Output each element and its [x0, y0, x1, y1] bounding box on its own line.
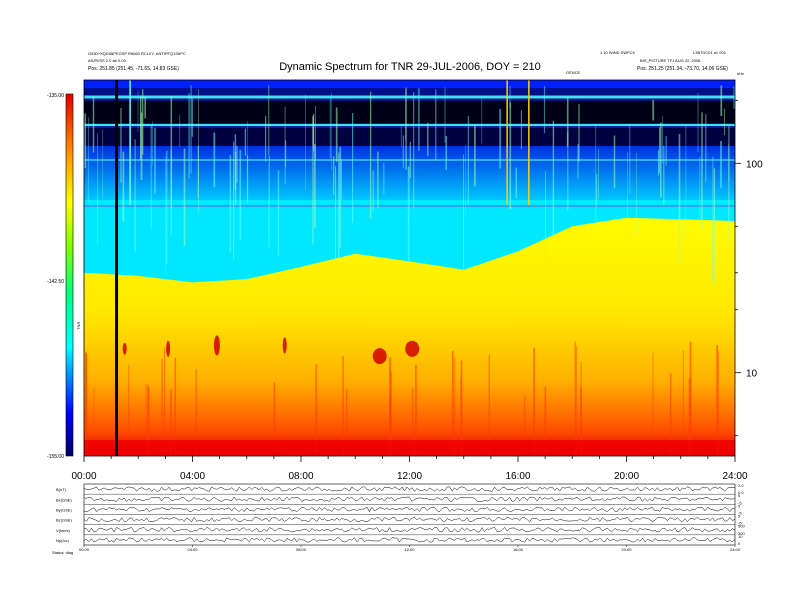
y-axis: 100 10 [735, 99, 763, 437]
panel-tick-label: 0.0 [738, 490, 744, 495]
burst-streaks [84, 80, 735, 456]
panel-label: By(GSE) [56, 507, 72, 512]
header-info-left-3: Pos. 251.85 (251.45, -71.65, 14.83 GSE) [88, 66, 179, 72]
panel-label: Np(/cc) [56, 538, 70, 543]
panel-series-line [83, 486, 736, 492]
top-black-band [84, 128, 735, 146]
panel-x-tick-label: 24:00 [730, 547, 741, 552]
header-info-right-3: BIS_PICTURE TFJ AUG 22, 2006 [640, 58, 701, 63]
panel-tick-label: -5 [738, 511, 742, 516]
footer-status: Status: diag [52, 550, 73, 555]
panel-tick-label: 5 [738, 493, 741, 498]
panel-tick-label: 0 [738, 541, 741, 546]
header-info-left-2: AS/PI/SS 2.0 ab 0.00 [88, 58, 127, 63]
x-tick-label: 24:00 [722, 471, 747, 482]
emission-patch [166, 340, 171, 357]
colorbar-tick-label: -155.00 [47, 454, 64, 460]
colorbar-tick-label: -135.00 [47, 93, 64, 99]
panel-tick-label: 5 [738, 503, 741, 508]
chart-title: Dynamic Spectrum for TNR 29-JUL-2006, DO… [279, 61, 541, 73]
y-tick-label: 10 [746, 369, 758, 380]
emission-patch [282, 337, 287, 354]
panel-x-tick-label: 00:00 [79, 547, 90, 552]
emission-patches [122, 335, 420, 365]
unit-label: kHz [737, 71, 744, 76]
colorbar [65, 93, 74, 457]
panel-label: Bx(GSE) [56, 497, 72, 502]
panel-tick-label: 300 [738, 531, 745, 536]
panel-series-line [84, 527, 736, 533]
panel-x-tick-label: 20:00 [621, 547, 632, 552]
panel-tick-label: 2.0 [738, 483, 744, 488]
header-info-right-1: 1.10 WIND SWFC6 [600, 50, 635, 55]
x-tick-label: 08:00 [288, 471, 313, 482]
panel-series-line [83, 506, 736, 513]
panel-series-line [83, 516, 736, 523]
emission-patch [372, 348, 387, 365]
colorbar-tick-label: -142.50 [47, 279, 64, 285]
x-tick-label: 20:00 [614, 471, 639, 482]
header-info-left-1: G530+XQD06PEGSP R6060 RCLVY: ANTIPFQ1S6P… [88, 51, 186, 56]
panel-tick-label: -5 [738, 500, 742, 505]
panel-label: B(nT) [56, 487, 67, 492]
panel-tick-label: 5 [738, 514, 741, 519]
x-tick-label: 16:00 [505, 471, 530, 482]
x-axis: 00:00 04:00 08:00 12:00 16:00 20:00 24:00 [71, 456, 748, 482]
colorbar-axis-label: TNR [76, 322, 81, 330]
panel-series-line [83, 537, 736, 543]
header-info-right-4: Pos. 251.25 (251.34, -73.70, 14.06 GSE) [637, 66, 728, 72]
panel-x-tick-label: 12:00 [404, 547, 415, 552]
emission-patch [405, 340, 420, 357]
header-small-label: GENCE [566, 70, 581, 75]
solar-wind-panels: B(nT)2.00.0Bx(GSE)5-5By(GSE)5-5Bz(GSE)5-… [56, 483, 745, 552]
emission-patch [122, 342, 127, 355]
panel-label: V(km/s) [56, 528, 70, 533]
top-edge-band [84, 80, 735, 88]
panel-x-tick-label: 08:00 [296, 547, 307, 552]
x-tick-label: 04:00 [180, 471, 205, 482]
y-tick-label: 100 [746, 159, 763, 170]
spectrogram [84, 80, 735, 456]
panel-x-tick-label: 04:00 [187, 547, 198, 552]
panel-tick-label: 500 [738, 524, 745, 529]
panel-tick-label: -5 [738, 521, 742, 526]
x-tick-label: 12:00 [397, 471, 422, 482]
bottom-red-band [84, 440, 735, 456]
emission-patch [213, 335, 220, 356]
x-tick-label: 00:00 [71, 471, 96, 482]
panel-x-tick-label: 16:00 [513, 547, 524, 552]
panel-series-line [83, 496, 736, 502]
panel-label: Bz(GSE) [56, 518, 72, 523]
header-info-right-2: L3B7DC01 a1 001 [693, 50, 727, 55]
top-black-band [84, 101, 735, 123]
panel-tick-label: 10 [738, 534, 743, 539]
